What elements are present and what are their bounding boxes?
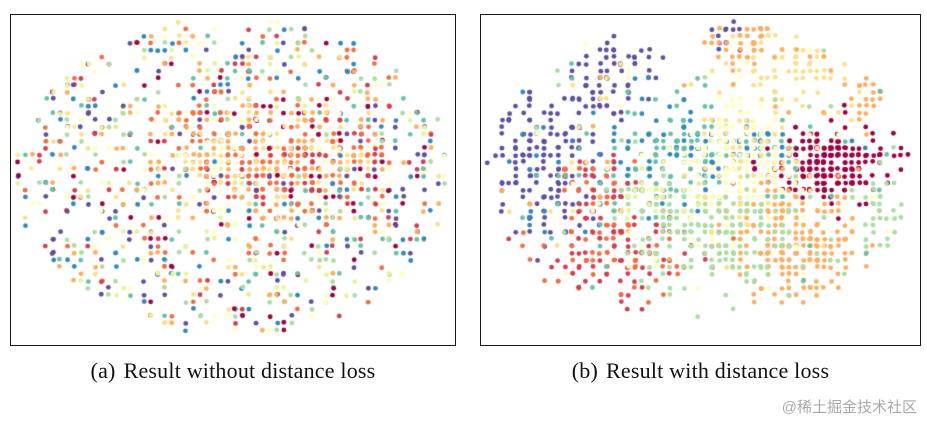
caption-b: (b) Result with distance loss [480, 358, 921, 384]
caption-a-text: Result without distance loss [123, 358, 376, 383]
caption-b-text: Result with distance loss [606, 358, 830, 383]
scatter-plot-with-distance-loss [481, 15, 920, 345]
scatter-plot-without-distance-loss [11, 15, 455, 345]
caption-a: (a) Result without distance loss [10, 358, 456, 384]
caption-b-label: (b) [571, 358, 599, 383]
caption-a-label: (a) [90, 358, 116, 383]
scatter-panel-with-distance-loss [480, 14, 921, 346]
scatter-panel-without-distance-loss [10, 14, 456, 346]
watermark: @稀土掘金技术社区 [781, 399, 917, 416]
